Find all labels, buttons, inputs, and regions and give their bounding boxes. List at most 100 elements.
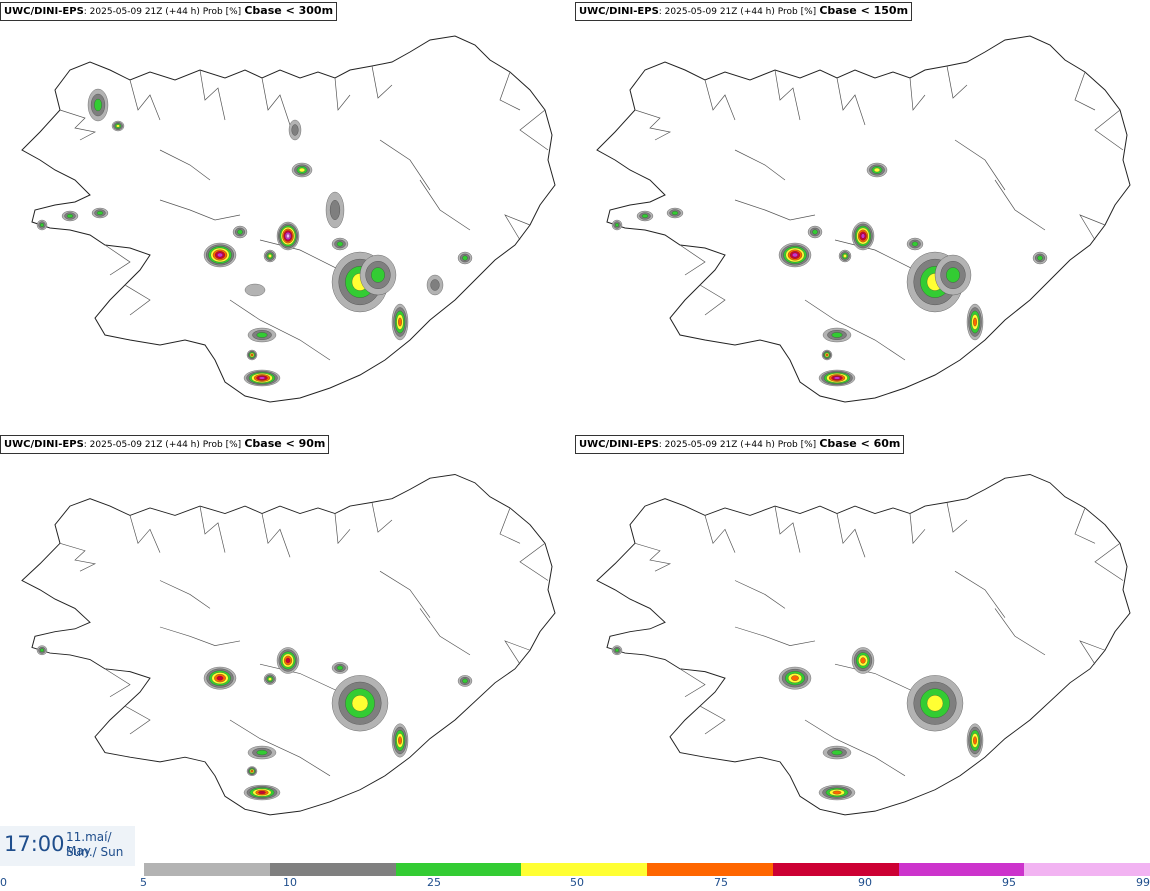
threshold-label: Cbase < 60m — [819, 437, 901, 450]
colorbar-tick-label: 25 — [427, 876, 441, 889]
river-or-road — [679, 244, 706, 276]
probability-area — [831, 332, 843, 338]
threshold-label: Cbase < 150m — [819, 4, 909, 17]
run-info: : 2025-05-09 21Z (+44 h) Prob [%] — [658, 7, 817, 17]
colorbar-segment — [772, 863, 899, 876]
map-panel-4: UWC/DINI-EPS: 2025-05-09 21Z (+44 h) Pro… — [575, 433, 1150, 863]
river-or-road — [199, 69, 226, 121]
colorbar-tick-label: 0 — [0, 876, 7, 889]
river-or-road — [129, 79, 161, 121]
river-or-road — [774, 506, 801, 553]
river-or-road — [199, 506, 226, 553]
probability-area — [336, 241, 344, 247]
probability-area — [911, 241, 919, 247]
river-or-road — [371, 502, 393, 533]
probability-area — [250, 353, 254, 357]
model-name: UWC/DINI-EPS — [4, 439, 84, 450]
probability-area — [244, 283, 266, 297]
river-or-road — [699, 284, 726, 316]
panel-title-2: UWC/DINI-EPS: 2025-05-09 21Z (+44 h) Pro… — [575, 2, 913, 21]
probability-area — [833, 376, 841, 380]
probability-area — [116, 124, 120, 128]
river-or-road — [704, 515, 736, 553]
river-or-road — [994, 608, 1046, 656]
river-or-road — [159, 149, 211, 181]
river-or-road — [159, 580, 211, 609]
probability-area — [926, 695, 944, 712]
model-name: UWC/DINI-EPS — [579, 6, 659, 17]
river-or-road — [1074, 71, 1096, 111]
probability-area — [66, 213, 74, 219]
run-info: : 2025-05-09 21Z (+44 h) Prob [%] — [83, 7, 242, 17]
probability-area — [462, 255, 468, 261]
river-or-road — [909, 77, 926, 111]
probability-area — [351, 695, 369, 712]
map-panel-3: UWC/DINI-EPS: 2025-05-09 21Z (+44 h) Pro… — [0, 433, 575, 863]
map-panel-1: UWC/DINI-EPS: 2025-05-09 21Z (+44 h) Pro… — [0, 0, 575, 430]
colorbar-tick-label: 5 — [140, 876, 147, 889]
probability-area — [614, 222, 620, 228]
river-or-road — [229, 719, 331, 777]
colorbar-tick-label: 50 — [570, 876, 584, 889]
river-or-road — [129, 515, 161, 553]
probability-area — [250, 769, 254, 773]
map-geometry — [21, 35, 556, 403]
map-geometry — [596, 35, 1131, 403]
river-or-road — [261, 513, 291, 558]
run-info: : 2025-05-09 21Z (+44 h) Prob [%] — [658, 440, 817, 450]
probability-area — [336, 665, 344, 671]
river-or-road — [104, 668, 131, 698]
river-or-road — [804, 299, 906, 361]
probability-area — [94, 98, 102, 112]
probability-colorbar — [144, 863, 1150, 876]
probability-area — [614, 648, 620, 653]
coastline — [21, 35, 556, 403]
probability-area — [39, 222, 45, 228]
map-geometry — [21, 473, 556, 816]
river-or-road — [909, 513, 926, 545]
panel-title-4: UWC/DINI-EPS: 2025-05-09 21Z (+44 h) Pro… — [575, 435, 905, 454]
river-or-road — [159, 199, 241, 221]
probability-area — [285, 657, 291, 664]
coastline — [596, 35, 1131, 403]
colorbar-tick-label: 75 — [714, 876, 728, 889]
river-or-road — [1079, 214, 1106, 241]
river-or-road — [1094, 543, 1124, 581]
river-or-road — [124, 284, 151, 316]
probability-area — [671, 210, 679, 216]
probability-area — [973, 317, 977, 327]
probability-area — [825, 353, 829, 357]
river-or-road — [104, 244, 131, 276]
panel-title-1: UWC/DINI-EPS: 2025-05-09 21Z (+44 h) Pro… — [0, 2, 338, 21]
colorbar-tick-label: 99 — [1136, 876, 1150, 889]
river-or-road — [499, 71, 521, 111]
river-or-road — [734, 580, 786, 609]
river-or-road — [634, 109, 672, 141]
river-or-road — [59, 109, 97, 141]
river-or-road — [704, 79, 736, 121]
river-or-road — [229, 299, 331, 361]
river-or-road — [1079, 640, 1106, 665]
river-or-road — [804, 719, 906, 777]
river-or-road — [734, 149, 786, 181]
colorbar-segment — [898, 863, 1025, 876]
colorbar-segment — [647, 863, 774, 876]
probability-area — [1037, 255, 1043, 261]
colorbar-segment — [395, 863, 522, 876]
river-or-road — [679, 668, 706, 698]
colorbar-segment — [269, 863, 396, 876]
probability-area — [462, 678, 468, 684]
probability-area — [237, 229, 243, 235]
map-1 — [21, 35, 556, 403]
probability-area — [258, 376, 266, 380]
river-or-road — [519, 109, 549, 151]
probability-area — [216, 675, 224, 681]
probability-area — [39, 648, 45, 653]
colorbar-segment — [144, 863, 271, 876]
probability-area — [371, 267, 385, 283]
river-or-road — [1074, 507, 1096, 544]
probability-area — [217, 252, 223, 258]
probability-area — [812, 229, 818, 235]
colorbar-tick-label: 95 — [1002, 876, 1016, 889]
river-or-road — [419, 179, 471, 231]
